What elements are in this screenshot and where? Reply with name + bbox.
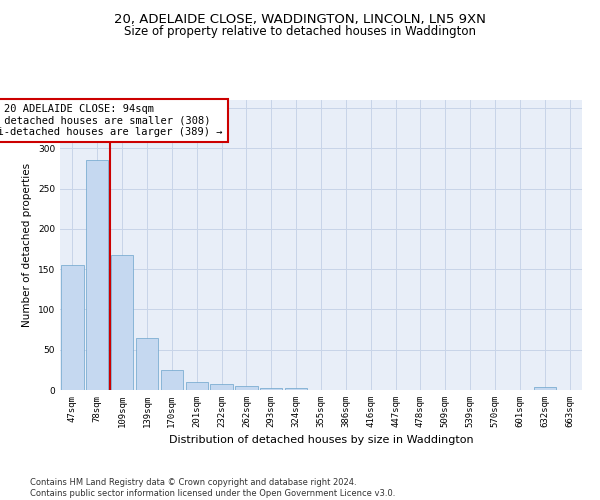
X-axis label: Distribution of detached houses by size in Waddington: Distribution of detached houses by size … (169, 436, 473, 446)
Text: 20, ADELAIDE CLOSE, WADDINGTON, LINCOLN, LN5 9XN: 20, ADELAIDE CLOSE, WADDINGTON, LINCOLN,… (114, 12, 486, 26)
Text: Size of property relative to detached houses in Waddington: Size of property relative to detached ho… (124, 25, 476, 38)
Bar (111, 254, 133, 390)
Y-axis label: Number of detached properties: Number of detached properties (22, 163, 32, 327)
Bar (61, 265, 83, 390)
Bar (260, 388, 283, 390)
Bar (285, 388, 307, 390)
Bar (533, 387, 556, 390)
Bar (211, 384, 233, 390)
Bar (86, 160, 109, 390)
Bar (136, 338, 158, 390)
Bar (235, 386, 257, 390)
Bar (161, 370, 183, 390)
Text: 20 ADELAIDE CLOSE: 94sqm
← 43% of detached houses are smaller (308)
55% of semi-: 20 ADELAIDE CLOSE: 94sqm ← 43% of detach… (0, 104, 223, 137)
Text: Contains HM Land Registry data © Crown copyright and database right 2024.
Contai: Contains HM Land Registry data © Crown c… (30, 478, 395, 498)
Bar (185, 382, 208, 390)
